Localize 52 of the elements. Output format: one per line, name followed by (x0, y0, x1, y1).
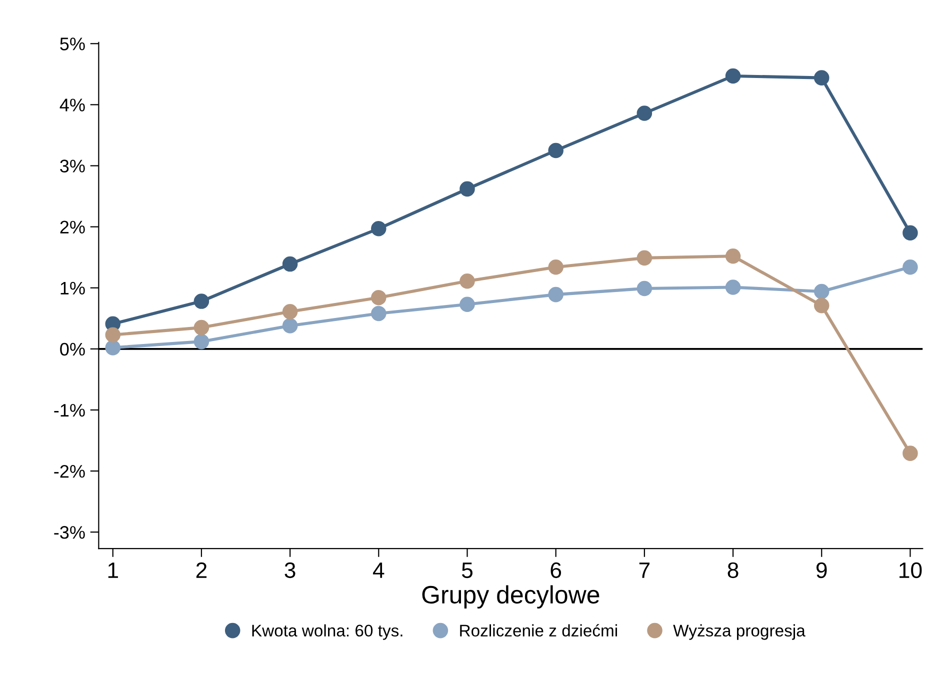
x-tick-label: 6 (550, 562, 562, 578)
point (194, 294, 210, 309)
x-tick-label: 4 (372, 562, 384, 578)
point (636, 250, 652, 266)
y-tick-label: 2% (60, 220, 85, 234)
point (814, 298, 830, 314)
x-tick-label: 3 (284, 562, 296, 578)
point (636, 106, 652, 121)
point (902, 446, 918, 461)
point (460, 296, 475, 312)
x-tick-label: 1 (108, 562, 118, 578)
y-tick-label: 1% (60, 282, 85, 295)
point (814, 70, 830, 86)
x-tick-label: 9 (816, 562, 827, 578)
legend-label: Wyższa progresja (673, 624, 806, 640)
point (725, 280, 741, 295)
x-tick-label: 10 (900, 562, 922, 578)
point (282, 304, 298, 320)
point (460, 274, 475, 289)
x-tick-label: 2 (196, 562, 207, 578)
point (194, 334, 210, 350)
legend-label: Rozliczenie z dziećmi (460, 624, 617, 637)
x-tick-label: 8 (728, 562, 738, 578)
point (282, 256, 298, 272)
y-tick-label: 4% (60, 98, 85, 112)
point (814, 284, 830, 300)
point (282, 318, 298, 334)
y-tick-label: 0% (60, 342, 85, 356)
legend-label: Kwota wolna: 60 tys. (252, 624, 402, 640)
point (548, 142, 564, 158)
point (105, 340, 120, 356)
y-tick-label: 5% (60, 38, 85, 50)
point (548, 286, 564, 302)
x-axis-title: Grupy decylowe (422, 585, 600, 609)
y-tick-label: -3% (54, 526, 85, 539)
x-tick-label: 7 (639, 562, 650, 578)
point (902, 259, 918, 275)
point (725, 68, 741, 84)
point (460, 181, 475, 197)
point (371, 220, 386, 236)
y-tick-label: -1% (54, 404, 85, 417)
point (194, 320, 210, 336)
y-tick-label: -2% (54, 464, 85, 478)
y-tick-label: 3% (60, 160, 85, 172)
point (725, 248, 741, 264)
point (548, 259, 564, 275)
point (371, 290, 386, 306)
point (636, 280, 652, 296)
point (105, 327, 120, 343)
x-tick-label: 5 (462, 562, 472, 578)
point (371, 306, 386, 322)
point (902, 225, 918, 241)
